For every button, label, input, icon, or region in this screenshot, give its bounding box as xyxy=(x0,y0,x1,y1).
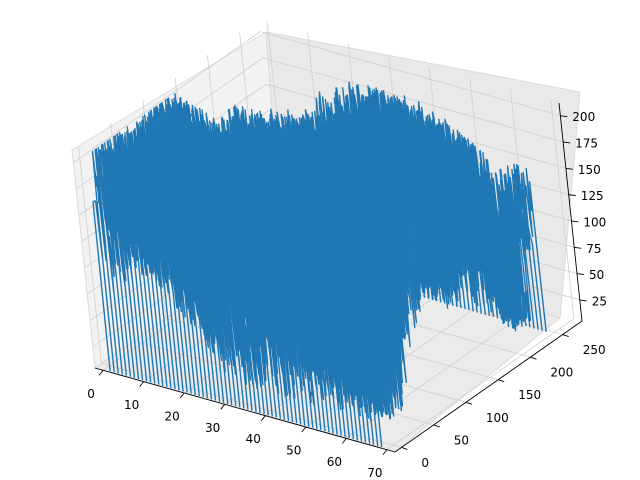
y-tick-label: 200 xyxy=(550,366,573,380)
y-tick xyxy=(465,401,473,405)
z-tick xyxy=(563,141,571,144)
grid-line-z-left xyxy=(73,31,261,163)
x-tick-label: 60 xyxy=(327,455,342,469)
z-tick-label: 75 xyxy=(586,242,601,256)
grid-line-z-back xyxy=(263,57,564,143)
y-tick-label: 50 xyxy=(454,433,469,447)
z-tick-label: 25 xyxy=(592,294,607,308)
z-tick-label: 100 xyxy=(583,216,606,230)
y-tick xyxy=(433,424,440,428)
grid-line-z-back xyxy=(260,31,561,117)
y-tick-label: 0 xyxy=(421,456,429,470)
data-series xyxy=(91,81,547,448)
x-tick-label: 10 xyxy=(124,398,139,412)
x-tick-label: 0 xyxy=(87,387,95,401)
y-tick xyxy=(530,356,537,360)
tick-labels: 0 10 20 30 40 50 60 70 0 50 100 150 200 250 25 50 75 100 1… xyxy=(87,110,607,480)
z-tick xyxy=(571,220,579,223)
x-tick-label: 40 xyxy=(246,432,261,446)
z-tick-label: 200 xyxy=(572,110,595,124)
grid-line-x-floor xyxy=(386,318,575,451)
z-axis-line xyxy=(558,102,583,322)
x-tick xyxy=(139,381,145,387)
z-tick xyxy=(574,246,582,249)
x-tick-label: 30 xyxy=(205,421,220,435)
x-axis-line xyxy=(94,367,396,453)
tick-marks xyxy=(98,115,587,456)
y-axis-line xyxy=(394,320,583,453)
z-tick xyxy=(565,167,573,170)
y-tick xyxy=(498,379,505,383)
x-tick xyxy=(382,449,388,456)
z-tick xyxy=(576,273,585,276)
y-tick xyxy=(401,447,408,450)
series-trace xyxy=(363,151,547,448)
y-tick-label: 250 xyxy=(583,343,606,357)
x-tick xyxy=(179,392,185,399)
x-tick-label: 50 xyxy=(286,444,301,458)
x-tick xyxy=(301,426,307,433)
x-tick-label: 70 xyxy=(367,466,382,480)
z-tick-label: 175 xyxy=(575,137,598,151)
z-tick xyxy=(579,299,587,302)
z-tick xyxy=(568,194,576,197)
z-tick xyxy=(560,115,568,118)
x-tick xyxy=(260,415,266,421)
grid-line-y-left xyxy=(78,145,102,364)
axis-lines xyxy=(94,102,583,453)
z-tick-label: 50 xyxy=(589,268,604,282)
z-tick-label: 150 xyxy=(578,163,601,177)
x-tick xyxy=(98,369,104,376)
grid-line-x-back xyxy=(550,100,575,319)
x-tick-label: 20 xyxy=(165,410,180,424)
x-tick xyxy=(220,404,226,410)
z-tick-label: 125 xyxy=(581,189,604,203)
y-tick-label: 150 xyxy=(518,388,541,402)
y-tick xyxy=(562,334,569,337)
grid-line-x-floor xyxy=(346,307,534,439)
x-tick xyxy=(341,438,347,444)
y-tick-label: 100 xyxy=(486,411,509,425)
